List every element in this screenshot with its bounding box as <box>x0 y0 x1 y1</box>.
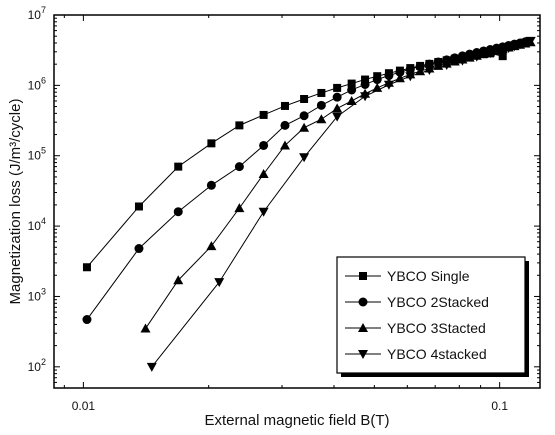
data-point-ybco-4stacked <box>146 362 157 372</box>
y-tick-label: 104 <box>28 216 46 233</box>
data-point-ybco-2stacked <box>134 244 144 254</box>
data-point-ybco-4stacked <box>497 45 508 55</box>
data-point-ybco-2stacked <box>259 140 269 150</box>
data-point-ybco-single <box>235 121 244 130</box>
y-tick-label: 102 <box>28 357 46 374</box>
data-point-ybco-single <box>498 52 507 61</box>
data-point-ybco-2stacked <box>360 79 370 89</box>
data-point-ybco-2stacked <box>395 67 405 77</box>
data-point-ybco-2stacked <box>332 92 342 102</box>
data-point-ybco-2stacked <box>372 75 382 85</box>
x-axis-title: External magnetic field B(T) <box>204 412 389 429</box>
data-point-ybco-4stacked <box>258 207 269 217</box>
y-tick-mantissa: 10 <box>28 219 42 233</box>
data-point-ybco-4stacked <box>509 42 520 52</box>
data-point-ybco-single <box>82 263 91 272</box>
legend-label-ybco-2stacked: YBCO 2Stacked <box>387 294 489 310</box>
data-point-ybco-2stacked <box>206 180 216 190</box>
series-ybco-4stacked <box>146 36 536 372</box>
data-point-ybco-3stacted <box>140 323 151 333</box>
plot-frame <box>53 14 541 389</box>
y-tick-mantissa: 10 <box>28 360 42 374</box>
data-point-ybco-2stacked <box>384 71 394 81</box>
legend-label-ybco-4stacked: YBCO 4stacked <box>387 346 487 362</box>
data-point-ybco-4stacked <box>441 60 452 70</box>
y-axis-title: Magnetization loss (J/m³/cycle) <box>7 99 24 305</box>
data-point-ybco-3stacted <box>316 114 327 124</box>
data-point-ybco-3stacted <box>433 60 444 70</box>
data-point-ybco-4stacked <box>503 43 514 53</box>
y-tick-mantissa: 10 <box>28 78 42 92</box>
data-point-ybco-single <box>347 79 356 88</box>
legend-label-ybco-3stacted: YBCO 3Stacted <box>387 320 486 336</box>
data-point-ybco-4stacked <box>424 66 435 76</box>
data-point-ybco-4stacked <box>471 52 482 62</box>
y-tick-exponent: 2 <box>41 357 46 367</box>
data-point-ybco-2stacked <box>347 85 357 95</box>
y-tick-exponent: 3 <box>41 286 46 296</box>
data-point-ybco-single <box>317 88 326 97</box>
data-point-ybco-single <box>207 139 216 148</box>
legend-marker-ybco-3stacted <box>358 323 368 332</box>
y-tick-mantissa: 10 <box>28 149 42 163</box>
data-point-ybco-3stacted <box>258 168 269 178</box>
data-point-ybco-single <box>259 110 268 119</box>
data-point-ybco-2stacked <box>405 64 415 74</box>
y-tick-exponent: 6 <box>41 75 46 85</box>
data-point-ybco-2stacked <box>173 207 183 217</box>
data-point-ybco-3stacted <box>173 275 184 285</box>
series-layer <box>82 36 536 372</box>
data-point-ybco-4stacked <box>514 40 525 50</box>
data-point-ybco-single <box>174 162 183 171</box>
legend: YBCO Single YBCO 2Stacked YBCO 3Stacted YBC… <box>336 256 529 377</box>
y-tick-label: 105 <box>28 146 46 163</box>
data-point-ybco-4stacked <box>525 36 536 46</box>
data-point-ybco-single <box>333 83 342 92</box>
data-point-ybco-2stacked <box>280 120 290 130</box>
data-point-ybco-single <box>300 95 309 104</box>
data-point-ybco-4stacked <box>360 92 371 102</box>
data-point-ybco-single <box>280 101 289 110</box>
x-tick-label: 0.01 <box>72 399 96 413</box>
legend-marker-ybco-4stacked <box>358 350 368 359</box>
data-point-ybco-4stacked <box>299 153 310 163</box>
y-tick-exponent: 4 <box>41 216 46 226</box>
legend-marker-ybco-single <box>359 272 367 280</box>
data-point-ybco-4stacked <box>405 72 416 82</box>
data-point-ybco-3stacted <box>346 95 357 105</box>
data-point-ybco-3stacted <box>415 66 426 76</box>
y-tick-label: 107 <box>28 5 46 22</box>
legend-marker-ybco-2stacked <box>358 297 368 307</box>
data-point-ybco-3stacted <box>394 73 405 83</box>
data-point-ybco-2stacked <box>316 100 326 110</box>
data-point-ybco-single <box>134 202 143 211</box>
data-point-ybco-3stacted <box>299 122 310 132</box>
legend-label-ybco-single: YBCO Single <box>387 268 470 284</box>
data-point-ybco-2stacked <box>82 315 92 325</box>
y-tick-mantissa: 10 <box>28 289 42 303</box>
data-point-ybco-4stacked <box>214 278 225 288</box>
data-point-ybco-4stacked <box>457 56 468 66</box>
data-point-ybco-4stacked <box>485 49 496 59</box>
data-point-ybco-2stacked <box>299 111 309 121</box>
y-tick-exponent: 5 <box>41 146 46 156</box>
data-point-ybco-3stacted <box>234 203 245 213</box>
data-point-ybco-4stacked <box>383 80 394 90</box>
data-point-ybco-single <box>361 75 370 84</box>
data-point-ybco-3stacted <box>332 103 343 113</box>
data-point-ybco-4stacked <box>332 112 343 122</box>
data-point-ybco-2stacked <box>234 162 244 172</box>
y-tick-exponent: 7 <box>41 5 46 15</box>
y-tick-mantissa: 10 <box>28 8 42 22</box>
data-point-ybco-3stacted <box>279 140 290 150</box>
y-tick-label: 103 <box>28 286 46 303</box>
y-tick-label: 106 <box>28 75 46 92</box>
data-point-ybco-3stacted <box>206 241 217 251</box>
x-tick-label: 0.1 <box>491 399 508 413</box>
